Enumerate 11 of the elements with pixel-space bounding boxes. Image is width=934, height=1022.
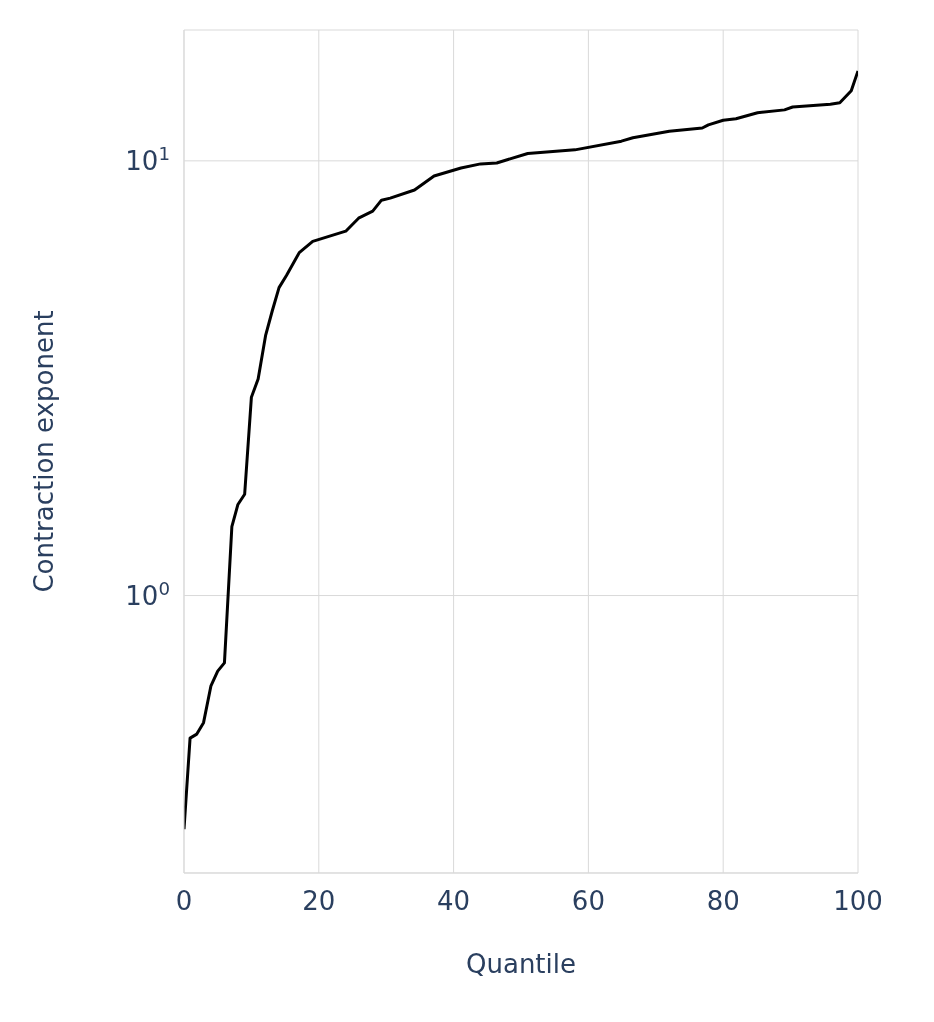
y-axis-title: Contraction exponent	[29, 310, 60, 593]
x-axis-title: Quantile	[466, 949, 576, 979]
y-tick-label: 10$^{0}$	[125, 577, 170, 611]
y-tick-label: 10$^{1}$	[125, 142, 170, 176]
x-tick-label: 20	[302, 885, 336, 916]
x-tick-label: 0	[175, 885, 193, 916]
x-tick-label: 40	[437, 885, 471, 916]
line-series	[184, 69, 858, 831]
x-tick-label: 100	[833, 885, 883, 916]
x-tick-label: 80	[706, 885, 740, 916]
x-tick-label: 60	[571, 885, 605, 916]
